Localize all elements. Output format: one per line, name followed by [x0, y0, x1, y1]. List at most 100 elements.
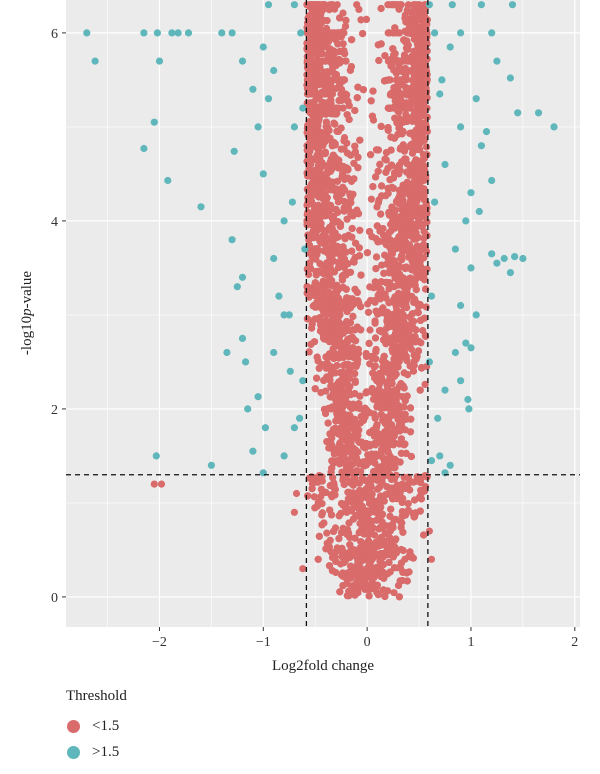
point-low	[401, 410, 409, 418]
point-low	[387, 146, 395, 154]
point-low	[400, 348, 409, 356]
point-low	[385, 558, 393, 567]
point-low	[385, 229, 393, 237]
point-low	[332, 457, 340, 465]
point-low	[356, 392, 364, 400]
point-low	[355, 489, 363, 497]
point-low	[381, 155, 389, 163]
point-low	[328, 442, 336, 450]
point-low	[377, 122, 385, 130]
point-low	[338, 272, 346, 280]
point-low	[306, 120, 314, 128]
point-low	[328, 227, 336, 235]
point-low	[353, 421, 361, 429]
point-low	[412, 179, 420, 187]
point-low	[389, 441, 398, 449]
point-low	[378, 305, 386, 313]
point-low	[410, 317, 418, 325]
point-low	[387, 161, 396, 169]
point-low	[410, 361, 418, 370]
point-low	[394, 391, 402, 399]
point-low	[350, 549, 358, 557]
point-low	[366, 326, 374, 334]
point-low	[363, 249, 371, 257]
point-low	[305, 348, 313, 356]
point-low	[342, 16, 350, 24]
point-low	[352, 239, 360, 247]
point-low	[389, 184, 398, 192]
point-low	[361, 476, 369, 485]
point-low	[359, 86, 367, 94]
point-low	[365, 592, 373, 600]
point-low	[338, 468, 346, 476]
point-low	[374, 537, 382, 545]
point-low	[379, 225, 387, 233]
point-low	[317, 389, 325, 397]
point-low	[391, 50, 399, 58]
point-low	[310, 474, 318, 482]
point-low	[377, 411, 385, 419]
point-low	[370, 363, 378, 371]
point-low	[391, 134, 399, 142]
point-low	[335, 512, 343, 520]
point-low	[384, 587, 392, 595]
point-low	[344, 165, 352, 173]
point-low	[391, 329, 400, 337]
point-low	[393, 312, 401, 320]
point-low	[397, 231, 406, 240]
point-low	[370, 284, 378, 292]
point-low	[333, 193, 341, 201]
point-low	[316, 133, 324, 141]
point-low	[348, 36, 356, 44]
point-low	[356, 226, 364, 234]
point-low	[385, 415, 393, 423]
point-low	[315, 532, 323, 540]
point-low	[382, 168, 390, 176]
point-low	[334, 258, 342, 266]
point-low	[389, 216, 397, 225]
point-low	[371, 441, 379, 449]
point-low	[326, 350, 334, 358]
point-low	[411, 295, 419, 303]
point-low	[329, 527, 338, 536]
point-low	[312, 255, 320, 263]
point-low	[362, 350, 370, 358]
point-low	[304, 492, 312, 500]
point-low	[372, 345, 380, 354]
point-low	[368, 112, 376, 120]
point-low	[307, 264, 315, 273]
point-low	[371, 317, 379, 325]
point-low	[412, 229, 420, 237]
point-low	[348, 247, 356, 255]
point-low	[321, 150, 329, 158]
point-low	[322, 197, 330, 205]
point-low	[391, 543, 399, 552]
point-low	[389, 174, 398, 182]
point-low	[330, 110, 338, 118]
point-low	[374, 590, 383, 598]
point-low	[304, 172, 312, 180]
point-low	[380, 464, 388, 472]
point-low	[398, 508, 406, 516]
point-low	[385, 285, 393, 293]
point-low	[372, 253, 381, 261]
point-low	[397, 559, 405, 567]
point-low	[342, 505, 350, 513]
point-low	[326, 134, 334, 142]
point-low	[374, 310, 382, 318]
point-low	[348, 224, 356, 233]
point-low	[333, 362, 341, 370]
point-low	[371, 334, 380, 342]
point-low	[366, 442, 374, 450]
point-low	[323, 259, 331, 267]
point-low	[365, 339, 373, 347]
point-low	[359, 29, 367, 38]
point-low	[343, 149, 352, 157]
point-low	[367, 195, 375, 203]
point-low	[393, 306, 401, 314]
point-low	[396, 213, 404, 221]
point-low	[324, 419, 332, 427]
point-low	[406, 486, 414, 494]
point-low	[415, 206, 423, 214]
point-low	[358, 520, 366, 529]
